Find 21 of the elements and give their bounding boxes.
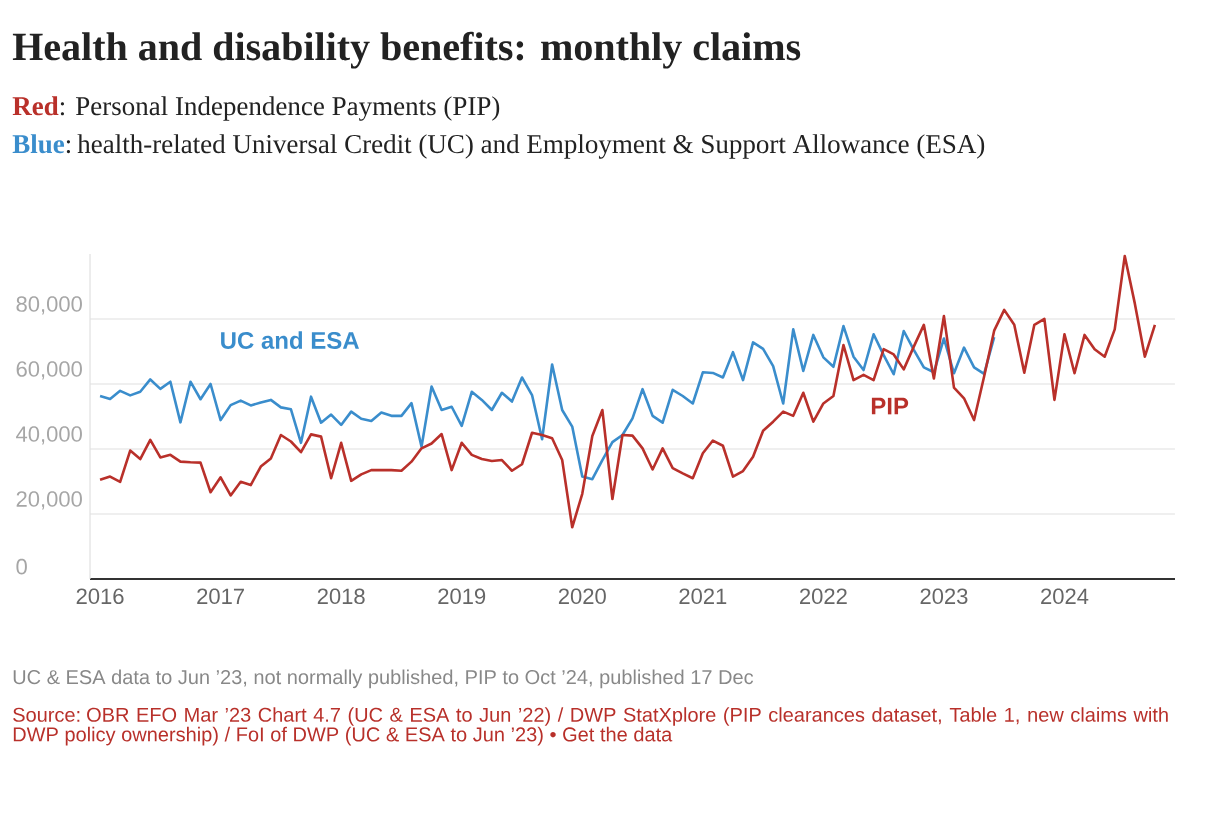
x-tick-label: 2021: [679, 588, 727, 605]
y-tick-label: 80,000: [16, 296, 82, 315]
x-tick-label: 2020: [558, 588, 606, 605]
y-tick-label: 20,000: [16, 491, 82, 510]
series-label: PIP: [871, 397, 909, 415]
chart-subtitle: Red: Personal Independence Payments (PIP): [12, 96, 500, 121]
y-tick-label: 0: [16, 558, 27, 575]
text: UC & ESA data to Jun ’23, not normally published, PIP to Oct ’24, published 17 Dec: [13, 669, 754, 689]
text: Blue: health-related Universal Credit (UC) and Employment & Support Allowance (ESA): [12, 134, 985, 159]
x-tick-label: 2017: [197, 588, 244, 605]
series-label: UC and ESA: [221, 331, 360, 349]
x-tick-label: 2024: [1041, 588, 1089, 605]
x-tick-label: 2016: [76, 588, 124, 605]
x-tick-label: 2019: [438, 588, 486, 605]
chart-title: Health and disability benefits: monthly claims: [12, 31, 801, 69]
x-tick-label: 2018: [317, 588, 365, 605]
y-tick-label: 60,000: [16, 361, 82, 380]
source-note: Source: OBR EFO Mar ’23 Chart 4.7 (UC & ESA to Jun ’22) / DWP StatXplore (PIP clearances dataset, Table 1, new claims with DWP policy ownership) / FoI of DWP (UC & ESA to Jun ’23) • Get the data: [13, 707, 1168, 746]
y-tick-label: 40,000: [16, 426, 82, 445]
x-tick-label: 2022: [800, 588, 847, 605]
x-tick-label: 2023: [920, 588, 968, 605]
